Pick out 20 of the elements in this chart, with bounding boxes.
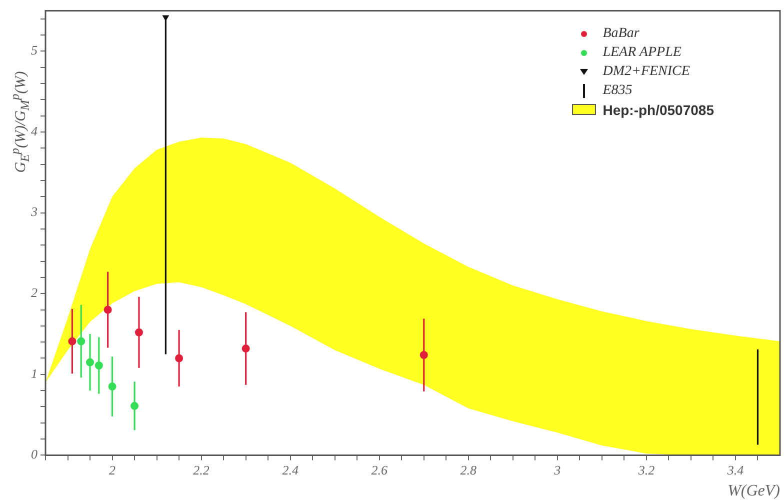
y-tick-label: 0 bbox=[31, 446, 38, 462]
y-tick-label: 5 bbox=[31, 42, 38, 58]
x-tick-label: 2.8 bbox=[460, 462, 478, 478]
x-tick-label: 3.2 bbox=[637, 462, 656, 478]
x-tick-label: 2.2 bbox=[193, 462, 210, 478]
y-tick-label: 1 bbox=[31, 366, 38, 381]
x-tick-label: 2 bbox=[109, 462, 116, 478]
x-tick-label: 2.6 bbox=[371, 462, 388, 478]
legend-label: Hep:-ph/0507085 bbox=[602, 102, 714, 118]
x-tick-label: 3 bbox=[553, 462, 562, 478]
legend-label: LEAR APPLE bbox=[602, 44, 682, 60]
x-tick-label: 3.4 bbox=[726, 462, 744, 478]
y-tick-label: 2 bbox=[31, 285, 38, 300]
legend-label: BaBar bbox=[602, 26, 640, 42]
x-tick-label: 2.4 bbox=[282, 462, 299, 478]
y-tick-label: 3 bbox=[30, 204, 38, 220]
y-tick-label: 4 bbox=[31, 123, 38, 138]
legend-label: E835 bbox=[602, 82, 632, 98]
legend-label: DM2+FENICE bbox=[602, 64, 690, 80]
x-axis-title: W(GeV) bbox=[728, 482, 780, 500]
